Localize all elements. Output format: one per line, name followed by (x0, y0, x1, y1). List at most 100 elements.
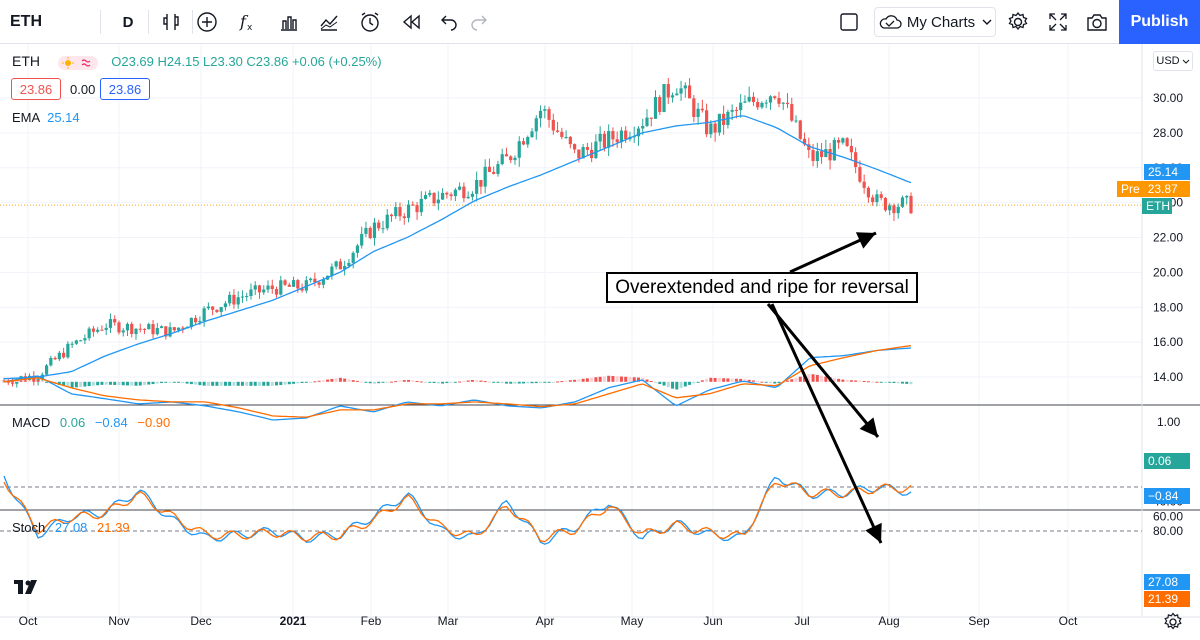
macd-histogram-bar (594, 377, 598, 382)
macd-histogram-bar (449, 381, 453, 383)
layout-icon[interactable] (837, 0, 861, 44)
chart-canvas[interactable]: 14.0016.0018.0020.0022.0024.0026.0028.00… (0, 44, 1200, 640)
macd-histogram-bar (83, 381, 87, 387)
interval-button[interactable]: D (122, 13, 134, 31)
candle-body (155, 328, 159, 335)
stoch-band (0, 486, 1142, 532)
stoch-legend: Stoch 27.08 21.39 (12, 520, 130, 535)
settings-icon[interactable] (1005, 0, 1031, 44)
candle-body (475, 179, 479, 194)
candle-body (121, 330, 125, 333)
ask-price-button[interactable]: 23.86 (100, 78, 150, 100)
chart-settings-icon[interactable] (1163, 612, 1183, 632)
macd-histogram-bar (628, 377, 632, 382)
candle-body (517, 141, 521, 158)
macd-histogram-bar (326, 379, 330, 382)
replay-icon[interactable] (398, 0, 424, 44)
annotation-callout[interactable]: Overextended and ripe for reversal (606, 272, 918, 303)
candle-body (223, 303, 228, 308)
macd-histogram-bar (219, 381, 223, 386)
candle-body (645, 117, 649, 126)
macd-histogram-bar (866, 381, 870, 383)
candle-body (104, 327, 108, 330)
currency-button[interactable]: USD (1153, 51, 1193, 71)
macd-histogram-bar (509, 381, 513, 384)
macd-histogram-bar (496, 381, 500, 383)
candle-body (283, 280, 287, 285)
tradingview-logo[interactable] (12, 574, 42, 598)
alert-icon[interactable] (357, 0, 383, 44)
macd-histogram-bar (875, 381, 879, 383)
camera-icon[interactable] (1084, 0, 1110, 44)
macd-histogram-bar (547, 381, 551, 383)
candle-body (730, 109, 734, 112)
macd-histogram-bar (479, 380, 483, 382)
candle-body (854, 152, 858, 168)
macd-histogram-bar (19, 380, 23, 382)
macd-histogram-bar (607, 375, 611, 382)
bid-price-button[interactable]: 23.86 (11, 78, 61, 100)
pre-market-value: 23.87 (1147, 182, 1178, 196)
macd-line-value: −0.84 (94, 415, 128, 430)
toolbar-divider (100, 10, 101, 34)
time-tick-label: Sep (968, 614, 990, 628)
templates-icon[interactable] (276, 0, 302, 44)
candle-body (117, 322, 121, 333)
candle-body (385, 214, 389, 229)
compare-icon[interactable] (316, 0, 342, 44)
macd-histogram-bar (734, 378, 738, 382)
candle-body (87, 328, 91, 339)
macd-histogram-bar (543, 381, 547, 383)
candle-body (70, 343, 74, 345)
macd-histogram-bar (160, 381, 164, 384)
macd-histogram-bar (283, 381, 287, 385)
candle-body (279, 280, 283, 295)
candle-body (355, 245, 360, 253)
candle-body (181, 327, 185, 329)
macd-histogram-bar (815, 375, 819, 382)
publish-button[interactable]: Publish (1119, 0, 1200, 44)
macd-histogram-bar (560, 381, 564, 383)
macd-histogram-bar (91, 381, 95, 386)
macd-histogram-bar (598, 376, 602, 382)
macd-histogram-bar (407, 379, 411, 382)
candle-body (219, 307, 223, 312)
candle-body (504, 154, 509, 157)
macd-histogram-bar (773, 381, 777, 384)
macd-histogram-bar (564, 380, 568, 382)
candle-body (683, 85, 687, 89)
macd-histogram-bar (696, 381, 700, 383)
price-candles (2, 78, 913, 388)
macd-histogram-bar (138, 381, 142, 386)
symbol-search[interactable]: ETH (10, 13, 42, 30)
macd-histogram-bar (747, 379, 751, 382)
macd-histogram-bar (130, 381, 134, 386)
candle-body (108, 319, 113, 328)
price-legend: ETH O23.69 H24.15 L23.30 C23.86 +0.06 (+… (12, 53, 382, 70)
my-charts-button[interactable]: My Charts (874, 7, 996, 37)
fullscreen-icon[interactable] (1045, 0, 1071, 44)
stoch-k-tag: 27.08 (1144, 574, 1190, 590)
macd-histogram-bar (883, 381, 887, 383)
macd-histogram-bar (730, 378, 734, 382)
redo-icon[interactable] (467, 0, 491, 44)
candle-body (739, 102, 743, 111)
macd-histogram-bar (909, 381, 913, 385)
macd-histogram-bar (824, 376, 828, 382)
add-indicator-icon[interactable] (194, 0, 220, 44)
candle-body (896, 206, 900, 214)
macd-histogram-bar (705, 378, 709, 382)
candle-body (428, 192, 432, 196)
macd-histogram-bar (394, 381, 398, 383)
macd-histogram-bar (411, 380, 415, 382)
macd-histogram-bar (900, 381, 904, 384)
candle-body (389, 214, 394, 217)
bar-style-icon[interactable] (156, 0, 186, 44)
candle-body (555, 130, 560, 132)
macd-histogram-bar (279, 381, 283, 386)
candle-body (321, 279, 325, 285)
candle-body (343, 266, 347, 270)
undo-icon[interactable] (437, 0, 461, 44)
candle-body (871, 197, 875, 203)
